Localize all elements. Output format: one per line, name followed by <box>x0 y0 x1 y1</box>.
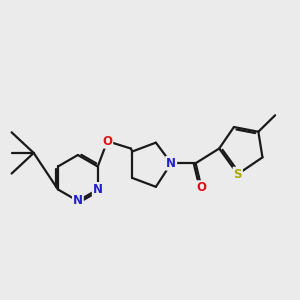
Text: O: O <box>196 181 206 194</box>
Text: N: N <box>93 183 103 196</box>
Text: O: O <box>102 135 112 148</box>
Text: S: S <box>233 168 242 181</box>
Text: N: N <box>166 157 176 170</box>
Text: N: N <box>73 194 83 207</box>
